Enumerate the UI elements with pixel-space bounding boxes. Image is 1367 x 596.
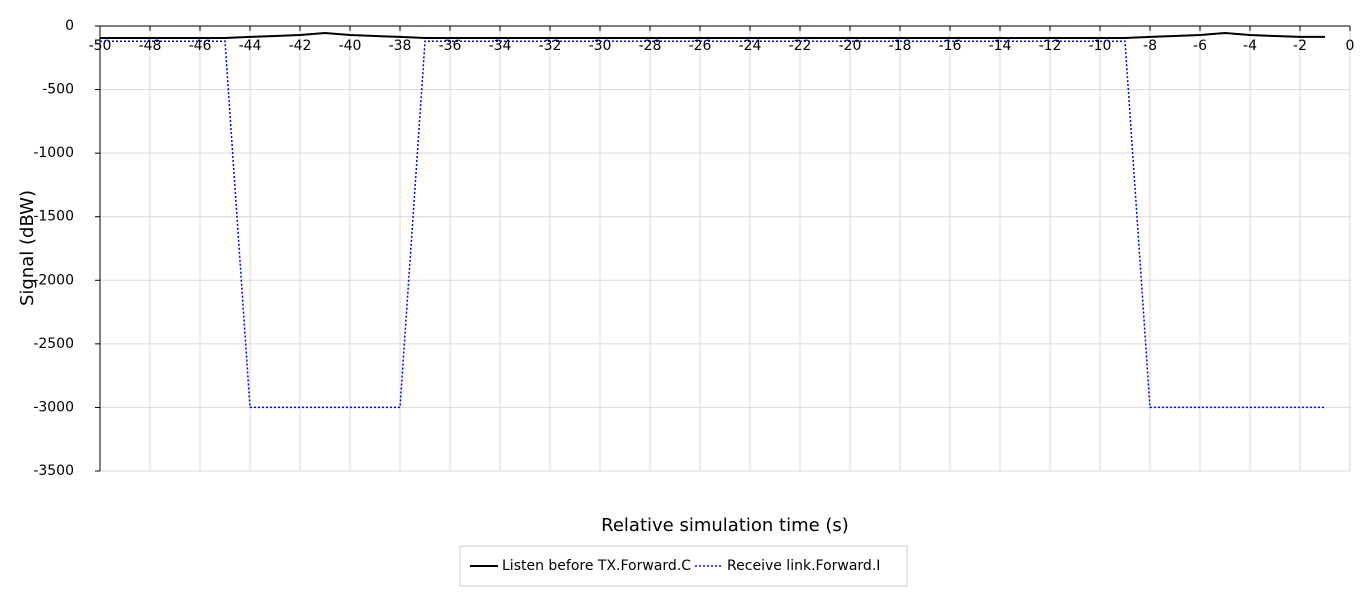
x-tick-label: -44	[239, 38, 262, 54]
x-tick-label: -42	[289, 38, 312, 54]
y-axis-title: Signal (dBW)	[17, 190, 38, 306]
y-tick-label: -500	[42, 82, 74, 98]
x-tick-label: 0	[1346, 38, 1355, 54]
y-tick-label: -3500	[33, 463, 74, 479]
x-tick-label: -22	[789, 38, 812, 54]
x-tick-label: -14	[989, 38, 1012, 54]
y-tick-label: -3000	[33, 399, 74, 415]
y-tick-label: -2500	[33, 336, 74, 352]
x-tick-label: -30	[589, 38, 612, 54]
series-line	[100, 31, 1325, 39]
y-tick-label: 0	[65, 18, 74, 34]
legend-label: Receive link.Forward.I	[727, 558, 880, 574]
x-tick-label: -6	[1193, 38, 1207, 54]
x-tick-label: -4	[1243, 38, 1257, 54]
y-tick-label: -1500	[33, 209, 74, 225]
x-tick-label: -20	[839, 38, 862, 54]
series-line	[100, 40, 1325, 409]
legend-label: Listen before TX.Forward.C	[502, 558, 691, 574]
x-tick-label: -36	[439, 38, 462, 54]
x-tick-label: -24	[739, 38, 762, 54]
x-tick-label: -18	[889, 38, 912, 54]
x-tick-label: -46	[189, 38, 212, 54]
legend-box	[459, 545, 908, 587]
y-tick-label: -2000	[33, 272, 74, 288]
x-axis-title: Relative simulation time (s)	[601, 515, 849, 536]
x-tick-label: -12	[1039, 38, 1062, 54]
x-tick-label: -10	[1089, 38, 1112, 54]
x-tick-label: -34	[489, 38, 512, 54]
x-tick-label: -48	[139, 38, 162, 54]
x-tick-label: -2	[1293, 38, 1307, 54]
x-tick-label: -16	[939, 38, 962, 54]
x-tick-label: -38	[389, 38, 412, 54]
x-tick-label: -26	[689, 38, 712, 54]
x-tick-label: -32	[539, 38, 562, 54]
x-tick-label: -28	[639, 38, 662, 54]
y-tick-label: -1000	[33, 145, 74, 161]
x-tick-label: -8	[1143, 38, 1157, 54]
x-tick-label: -40	[339, 38, 362, 54]
